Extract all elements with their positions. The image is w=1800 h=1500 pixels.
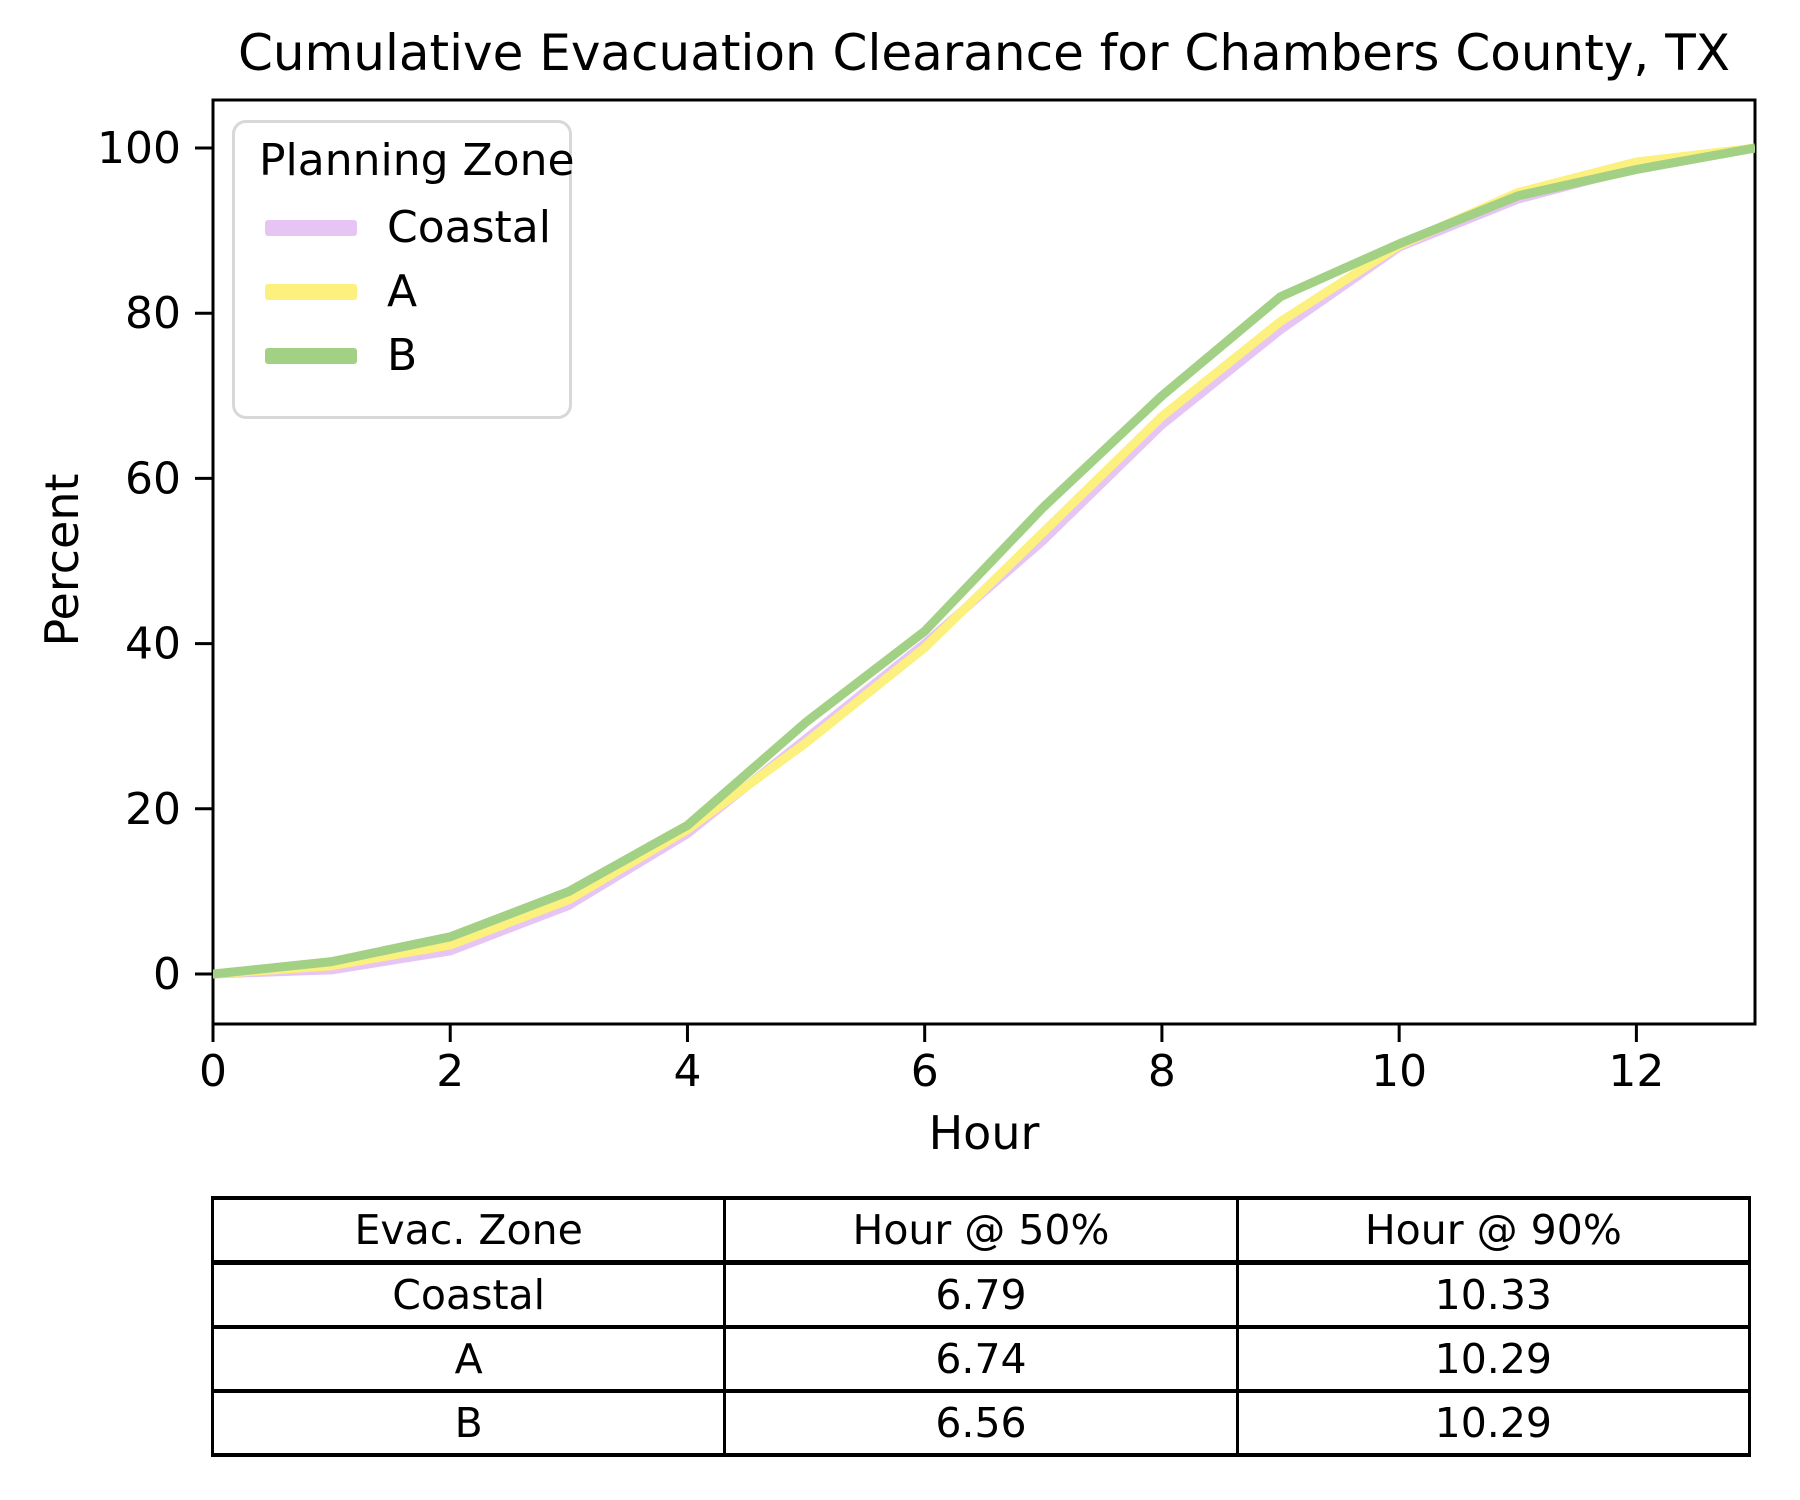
x-tick-label: 0 [199, 1046, 227, 1097]
legend: Planning Zone Coastal A B [232, 120, 575, 419]
table-header-hour90: Hour @ 90% [1235, 1196, 1752, 1265]
table-cell-hour90: 10.29 [1235, 1325, 1752, 1393]
clearance-stats-table: Evac. Zone Hour @ 50% Hour @ 90% Coastal… [210, 1196, 1752, 1457]
legend-entry-coastal: Coastal [265, 206, 551, 250]
legend-entry-b: B [265, 334, 545, 378]
table-cell-hour90: 10.33 [1235, 1260, 1752, 1329]
legend-swatch-a [265, 284, 357, 300]
evacuation-clearance-line-chart: 0 2 4 6 8 10 12 0 20 40 60 80 100 [97, 98, 1757, 1097]
legend-title: Planning Zone [259, 135, 575, 186]
x-tick-label: 6 [911, 1046, 939, 1097]
table-row: Coastal 6.79 10.33 [210, 1260, 1752, 1329]
y-tick-label: 80 [125, 288, 181, 339]
y-axis-label: Percent [35, 473, 89, 647]
y-tick-label: 20 [125, 784, 181, 835]
table-cell-hour50: 6.56 [723, 1389, 1239, 1457]
x-tick-label: 10 [1371, 1046, 1427, 1097]
y-tick-label: 40 [125, 619, 181, 670]
legend-label-a: A [387, 266, 418, 317]
table-row: A 6.74 10.29 [210, 1325, 1752, 1393]
x-tick-label: 2 [436, 1046, 464, 1097]
plot-box [211, 98, 1757, 1026]
legend-swatch-b [265, 348, 357, 364]
table-cell-zone: A [210, 1325, 727, 1393]
legend-label-b: B [387, 330, 418, 381]
x-tick-label: 8 [1148, 1046, 1176, 1097]
table-header-row: Evac. Zone Hour @ 50% Hour @ 90% [210, 1196, 1752, 1265]
table-cell-hour50: 6.79 [723, 1260, 1239, 1329]
table-cell-zone: B [210, 1389, 727, 1457]
y-tick-label: 60 [125, 453, 181, 504]
table-header-zone: Evac. Zone [210, 1196, 727, 1265]
legend-label-coastal: Coastal [387, 202, 551, 253]
table-header-hour50: Hour @ 50% [723, 1196, 1239, 1265]
x-tick-label: 12 [1608, 1046, 1664, 1097]
table-cell-zone: Coastal [210, 1260, 727, 1329]
table-row: B 6.56 10.29 [210, 1389, 1752, 1457]
y-tick-label: 0 [153, 949, 181, 1000]
x-axis-label: Hour [928, 1106, 1040, 1160]
legend-entry-a: A [265, 270, 545, 314]
y-tick-label: 100 [97, 123, 181, 174]
chart-title: Cumulative Evacuation Clearance for Cham… [237, 24, 1731, 82]
table-cell-hour50: 6.74 [723, 1325, 1239, 1393]
series-line-b [213, 143, 1755, 979]
legend-swatch-coastal [265, 220, 357, 236]
table-cell-hour90: 10.29 [1235, 1389, 1752, 1457]
x-tick-label: 4 [673, 1046, 701, 1097]
